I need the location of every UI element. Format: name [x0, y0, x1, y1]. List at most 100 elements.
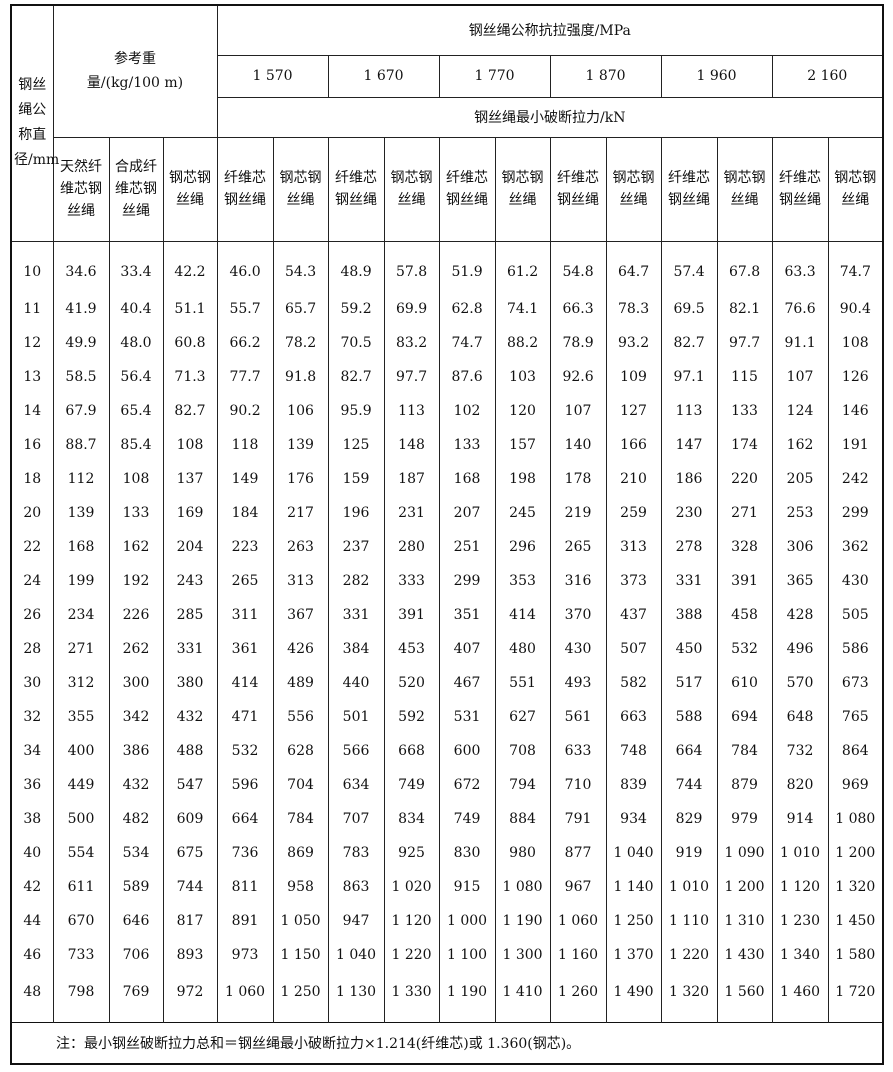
value-cell: 205 [771, 461, 829, 496]
table-row: 42 611 589 744 811 958 863 1 020 915 1 080 967 1 14… [10, 869, 884, 904]
value-cell: 830 [438, 835, 496, 870]
value-cell: 97.1 [660, 359, 718, 394]
weight-header: 参考重量/(kg/100 m) [52, 4, 218, 138]
value-cell: 400 [52, 733, 110, 768]
value-cell: 496 [771, 631, 829, 666]
value-cell: 259 [605, 495, 662, 530]
value-cell: 127 [605, 393, 662, 428]
value-cell: 467 [438, 665, 496, 700]
diameter-cell: 46 [10, 937, 54, 972]
value-cell: 328 [716, 529, 773, 564]
value-cell: 1 060 [216, 971, 274, 1022]
diameter-cell: 28 [10, 631, 54, 666]
value-cell: 280 [383, 529, 440, 564]
value-cell: 628 [272, 733, 329, 768]
value-cell: 969 [827, 767, 884, 802]
value-cell: 891 [216, 903, 274, 938]
value-cell: 707 [327, 801, 385, 836]
value-cell: 169 [162, 495, 218, 530]
value-cell: 877 [549, 835, 607, 870]
value-cell: 234 [52, 597, 110, 632]
fiber-core-header: 纤维芯钢丝绳 [549, 136, 607, 242]
value-cell: 704 [272, 767, 329, 802]
value-cell: 109 [605, 359, 662, 394]
value-cell: 1 000 [438, 903, 496, 938]
weight-col-header: 合成纤维芯钢丝绳 [108, 136, 164, 242]
value-cell: 531 [438, 699, 496, 734]
strength-1570: 1 570 [216, 54, 329, 98]
value-cell: 199 [52, 563, 110, 598]
value-cell: 204 [162, 529, 218, 564]
value-cell: 97.7 [716, 325, 773, 360]
value-cell: 168 [438, 461, 496, 496]
value-cell: 611 [52, 869, 110, 904]
table-row: 20 139 133 169 184 217 196 231 207 245 219 259 230 27… [10, 495, 884, 530]
value-cell: 54.3 [272, 241, 329, 292]
value-cell: 82.7 [162, 393, 218, 428]
value-cell: 1 320 [660, 971, 718, 1022]
value-cell: 672 [438, 767, 496, 802]
strength-1870: 1 870 [549, 54, 662, 98]
value-cell: 91.8 [272, 359, 329, 394]
value-cell: 223 [216, 529, 274, 564]
value-cell: 384 [327, 631, 385, 666]
value-cell: 62.8 [438, 291, 496, 326]
value-cell: 137 [162, 461, 218, 496]
table-row: 24 199 192 243 265 313 282 333 299 353 316 373 331 39… [10, 563, 884, 598]
value-cell: 113 [383, 393, 440, 428]
value-cell: 331 [327, 597, 385, 632]
value-cell: 1 090 [716, 835, 773, 870]
value-cell: 210 [605, 461, 662, 496]
value-cell: 570 [771, 665, 829, 700]
value-cell: 430 [827, 563, 884, 598]
value-cell: 1 150 [272, 937, 329, 972]
table-row: 28 271 262 331 361 426 384 453 407 480 430 507 450 53… [10, 631, 884, 666]
value-cell: 582 [605, 665, 662, 700]
value-cell: 1 010 [771, 835, 829, 870]
value-cell: 1 260 [549, 971, 607, 1022]
value-cell: 1 430 [716, 937, 773, 972]
fiber-core-header: 纤维芯钢丝绳 [438, 136, 496, 242]
value-cell: 63.3 [771, 241, 829, 292]
value-cell: 493 [549, 665, 607, 700]
table-row: 44 670 646 817 891 1 050 947 1 120 1 000 1 190 1 0… [10, 903, 884, 938]
value-cell: 373 [605, 563, 662, 598]
value-cell: 148 [383, 427, 440, 462]
value-cell: 115 [716, 359, 773, 394]
value-cell: 453 [383, 631, 440, 666]
value-cell: 673 [827, 665, 884, 700]
value-cell: 113 [660, 393, 718, 428]
value-cell: 108 [108, 461, 164, 496]
value-cell: 947 [327, 903, 385, 938]
diameter-cell: 11 [10, 291, 54, 326]
diameter-cell: 14 [10, 393, 54, 428]
value-cell: 646 [108, 903, 164, 938]
steel-core-header: 钢芯钢丝绳 [272, 136, 329, 242]
value-cell: 78.2 [272, 325, 329, 360]
value-cell: 333 [383, 563, 440, 598]
value-cell: 312 [52, 665, 110, 700]
value-cell: 610 [716, 665, 773, 700]
value-cell: 634 [327, 767, 385, 802]
value-cell: 78.3 [605, 291, 662, 326]
value-cell: 893 [162, 937, 218, 972]
value-cell: 58.5 [52, 359, 110, 394]
value-cell: 102 [438, 393, 496, 428]
value-cell: 609 [162, 801, 218, 836]
diameter-cell: 32 [10, 699, 54, 734]
value-cell: 90.4 [827, 291, 884, 326]
value-cell: 245 [494, 495, 551, 530]
value-cell: 517 [660, 665, 718, 700]
steel-core-header: 钢芯钢丝绳 [494, 136, 551, 242]
value-cell: 133 [108, 495, 164, 530]
value-cell: 40.4 [108, 291, 164, 326]
value-cell: 500 [52, 801, 110, 836]
value-cell: 67.9 [52, 393, 110, 428]
value-cell: 663 [605, 699, 662, 734]
diameter-cell: 38 [10, 801, 54, 836]
value-cell: 124 [771, 393, 829, 428]
diameter-cell: 30 [10, 665, 54, 700]
value-cell: 596 [216, 767, 274, 802]
value-cell: 85.4 [108, 427, 164, 462]
value-cell: 694 [716, 699, 773, 734]
